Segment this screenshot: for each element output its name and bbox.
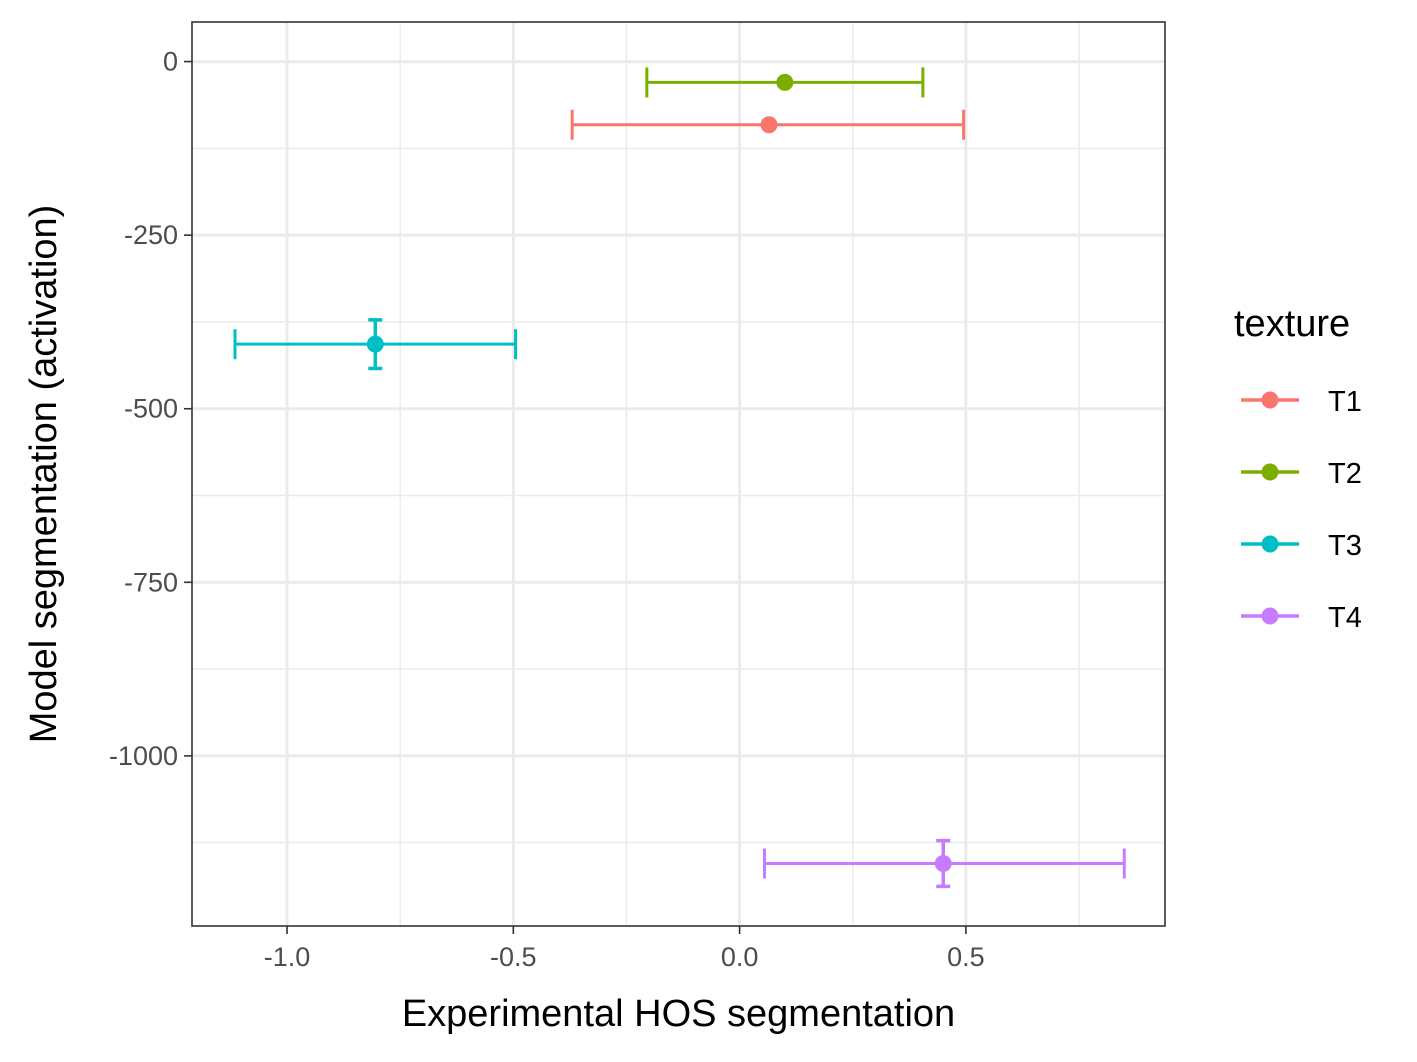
- x-axis: -1.0 -0.5 0.0 0.5: [264, 926, 985, 972]
- legend-item-t3: T3: [1241, 530, 1362, 562]
- y-tick-label: -500: [124, 394, 178, 424]
- y-axis: 0 -250 -500 -750 -1000: [109, 47, 192, 771]
- x-tick-label: 0.0: [721, 942, 759, 972]
- legend: texture T1 T2 T3 T4: [1234, 303, 1362, 634]
- plot-border: [191, 21, 1166, 927]
- y-axis-title: Model segmentation (activation): [23, 205, 65, 744]
- legend-label: T3: [1328, 530, 1362, 562]
- series-t3: [233, 318, 518, 371]
- y-tick-label: -1000: [109, 741, 178, 771]
- legend-item-t1: T1: [1241, 386, 1362, 418]
- grid-major: [192, 22, 1165, 926]
- legend-key-point: [1261, 463, 1279, 481]
- plot-panel: [192, 22, 1165, 926]
- legend-key-point: [1261, 535, 1279, 553]
- x-tick-label: 0.5: [947, 942, 985, 972]
- y-tick-label: -250: [124, 220, 178, 250]
- data-point: [776, 73, 794, 91]
- data-point: [366, 335, 384, 353]
- data-point: [760, 116, 778, 134]
- legend-label: T1: [1328, 386, 1362, 418]
- data-marks: [233, 67, 1126, 889]
- x-tick-label: -1.0: [264, 942, 311, 972]
- x-axis-title: Experimental HOS segmentation: [402, 993, 955, 1035]
- legend-title: texture: [1234, 303, 1350, 345]
- legend-item-t2: T2: [1241, 458, 1362, 490]
- legend-item-t4: T4: [1241, 602, 1362, 634]
- legend-label: T2: [1328, 458, 1362, 490]
- legend-label: T4: [1328, 602, 1362, 634]
- legend-key-point: [1261, 391, 1279, 409]
- data-point: [934, 855, 952, 873]
- grid-minor: [192, 22, 1165, 926]
- y-tick-label: 0: [163, 47, 178, 77]
- series-t1: [570, 109, 966, 140]
- y-tick-label: -750: [124, 567, 178, 597]
- series-t2: [645, 67, 925, 98]
- x-tick-label: -0.5: [490, 942, 537, 972]
- series-t4: [762, 838, 1126, 889]
- legend-key-point: [1261, 607, 1279, 625]
